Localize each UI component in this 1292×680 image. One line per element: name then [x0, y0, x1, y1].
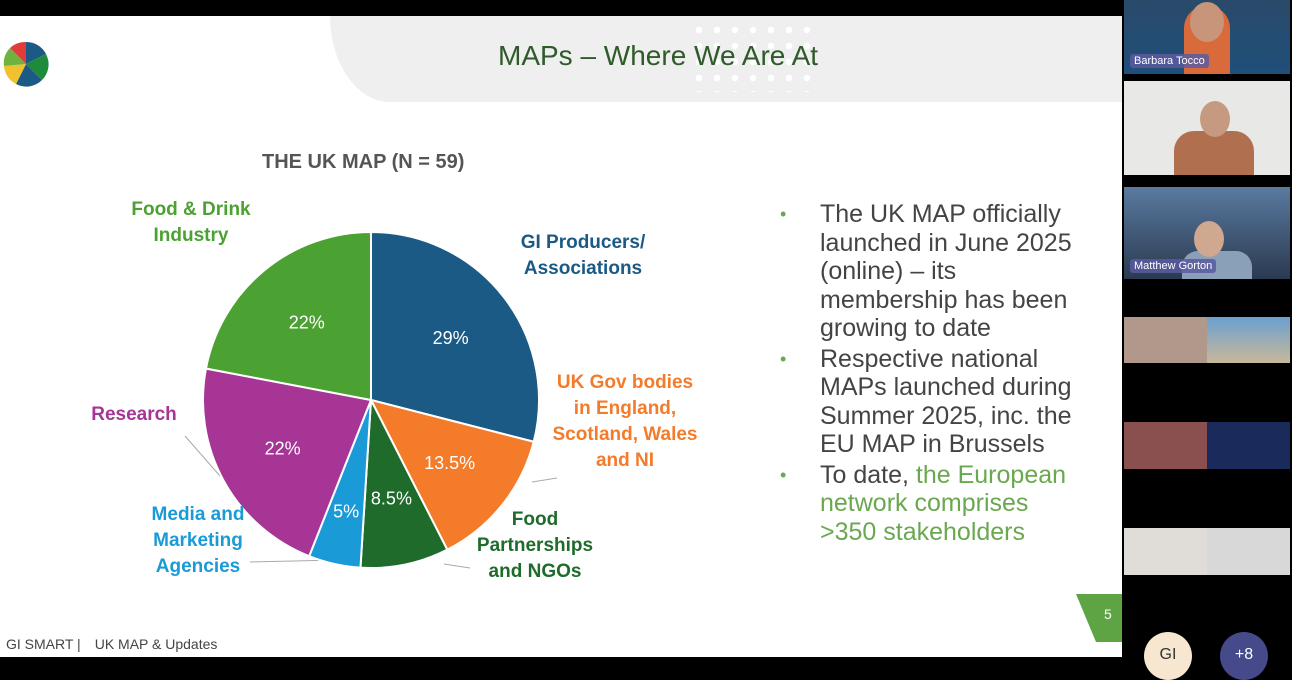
participant-tile[interactable]: Barbara Tocco [1124, 0, 1290, 74]
label-research: Research [91, 404, 177, 425]
bullet-list: • The UK MAP officially launched in June … [780, 200, 1080, 548]
slice-value-label: 22% [289, 312, 325, 332]
label-media: Media and Marketing Agencies [151, 504, 245, 577]
participant-tile[interactable]: Matthew Gorton [1124, 187, 1290, 279]
participant-avatar[interactable]: GI [1144, 632, 1192, 680]
bullet-icon: • [780, 348, 787, 369]
footer-brand: GI SMART | [6, 636, 81, 652]
bullet-highlight: the European network comprises >350 stak… [820, 460, 1067, 546]
chart-title: THE UK MAP (N = 59) [262, 151, 465, 173]
bullet-icon: • [780, 464, 787, 485]
pie-slice [359, 396, 449, 569]
pie-chart: 29% 13.5% 8.5% 5% 22% 22% [184, 230, 558, 569]
footer-text: UK MAP & Updates [94, 636, 218, 652]
slide-title: MAPs – Where We Are At [498, 40, 819, 71]
slice-value-label: 5% [333, 501, 359, 521]
participant-name: Matthew Gorton [1130, 259, 1217, 273]
bullet-text: Respective national MAPs launched during… [820, 344, 1072, 459]
leader-line [184, 435, 221, 477]
bullet-item: • Respective national MAPs launched durin… [780, 345, 1080, 459]
header-band [330, 16, 1122, 102]
bullet-icon: • [780, 204, 787, 224]
leader-line [531, 477, 558, 483]
bullet-text: To date, [820, 460, 916, 489]
slide-footer: GI SMART | UK MAP & Updates [6, 636, 231, 652]
pie-slice [370, 230, 540, 443]
slice-value-label: 13.5% [424, 453, 475, 473]
label-gi-producers: GI Producers/ Associations [520, 232, 646, 279]
participant-tile[interactable] [1124, 422, 1290, 469]
shared-slide: MAPs – Where We Are At THE UK MAP (N = 5… [0, 16, 1122, 657]
label-uk-gov: UK Gov bodies in England, Scotland, Wale… [552, 372, 698, 471]
bullet-item: • To date, the European network comprises… [780, 461, 1080, 547]
pie-slice [369, 398, 535, 552]
bullet-item: • The UK MAP officially launched in June … [780, 200, 1080, 343]
label-food-drink: Food & Drink Industry [131, 199, 251, 246]
leader-line [443, 563, 471, 569]
bullet-text: The UK MAP officially launched in June 2… [820, 200, 1072, 342]
slice-value-label: 8.5% [371, 489, 412, 509]
label-food-partnerships: Food Partnerships and NGOs [476, 509, 594, 582]
participant-panel: Barbara Tocco Matthew Gorton GI +8 [1122, 0, 1292, 680]
gi-smart-logo [3, 41, 49, 87]
participant-tile[interactable] [1124, 81, 1290, 175]
participant-tile[interactable] [1124, 528, 1290, 575]
dot-pattern [690, 22, 820, 92]
pie-slice [202, 367, 373, 558]
more-participants-button[interactable]: +8 [1220, 632, 1268, 680]
pie-slice [204, 230, 372, 402]
slice-value-label: 29% [433, 328, 469, 348]
participant-tile[interactable] [1124, 317, 1290, 363]
slice-value-label: 22% [265, 439, 301, 459]
participant-name: Barbara Tocco [1130, 54, 1209, 68]
